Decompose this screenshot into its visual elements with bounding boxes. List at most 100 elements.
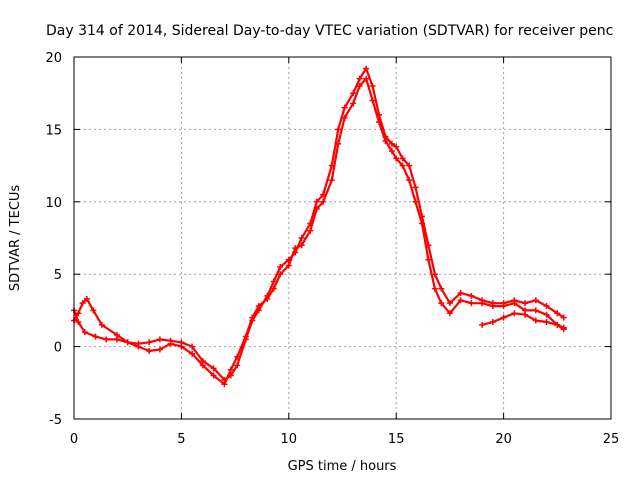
data-point bbox=[249, 314, 256, 321]
x-tick-label: 5 bbox=[177, 432, 185, 447]
data-point bbox=[532, 307, 539, 314]
data-point bbox=[75, 310, 82, 317]
y-tick-label: 10 bbox=[45, 196, 62, 211]
data-point bbox=[363, 65, 370, 72]
data-point bbox=[335, 126, 342, 133]
y-tick-label: 5 bbox=[54, 268, 62, 283]
data-point bbox=[446, 300, 453, 307]
data-point bbox=[90, 307, 97, 314]
data-point bbox=[511, 300, 518, 307]
data-point bbox=[412, 198, 419, 205]
x-tick-label: 0 bbox=[70, 432, 78, 447]
data-point bbox=[350, 90, 357, 97]
data-point bbox=[554, 310, 561, 317]
data-point bbox=[388, 140, 395, 147]
data-point bbox=[543, 303, 550, 310]
data-point bbox=[189, 343, 196, 350]
data-point bbox=[388, 148, 395, 155]
data-point bbox=[199, 362, 206, 369]
data-point bbox=[431, 285, 438, 292]
data-point bbox=[113, 332, 120, 339]
grid-lines bbox=[74, 57, 611, 419]
data-point bbox=[522, 311, 529, 318]
y-tick-label: 0 bbox=[54, 341, 62, 356]
tick-labels: 0 5 10 15 20 25 -5 0 5 10 15 20 bbox=[45, 51, 619, 447]
data-point bbox=[341, 114, 348, 121]
series-line-trace-a bbox=[72, 67, 565, 381]
data-point bbox=[210, 365, 217, 372]
data-point bbox=[363, 75, 370, 82]
data-point bbox=[341, 104, 348, 111]
data-point bbox=[98, 321, 105, 328]
data-point bbox=[156, 346, 163, 353]
data-point bbox=[356, 75, 363, 82]
data-point bbox=[500, 303, 507, 310]
data-point bbox=[489, 303, 496, 310]
data-point bbox=[135, 343, 142, 350]
data-point bbox=[457, 297, 464, 304]
data-point bbox=[167, 340, 174, 347]
data-point bbox=[457, 290, 464, 297]
data-point bbox=[382, 137, 389, 144]
data-point bbox=[425, 256, 432, 263]
data-point bbox=[242, 333, 249, 340]
data-point bbox=[277, 263, 284, 270]
data-point bbox=[79, 300, 86, 307]
data-point bbox=[406, 162, 413, 169]
data-point bbox=[234, 353, 241, 360]
data-point bbox=[313, 206, 320, 213]
data-point bbox=[532, 297, 539, 304]
data-point bbox=[438, 300, 445, 307]
data-point bbox=[543, 318, 550, 325]
data-point bbox=[210, 372, 217, 379]
data-point bbox=[81, 329, 88, 336]
data-point bbox=[399, 162, 406, 169]
data-point bbox=[270, 285, 277, 292]
data-point bbox=[227, 366, 234, 373]
x-tick-label: 20 bbox=[495, 432, 512, 447]
data-point bbox=[292, 245, 299, 252]
x-axis-label: GPS time / hours bbox=[288, 459, 397, 474]
data-point bbox=[255, 303, 262, 310]
data-point bbox=[189, 350, 196, 357]
data-point bbox=[221, 381, 228, 388]
data-point bbox=[234, 362, 241, 369]
x-tick-label: 10 bbox=[281, 432, 298, 447]
y-tick-label: 15 bbox=[45, 123, 62, 138]
data-point bbox=[92, 333, 99, 340]
data-point bbox=[320, 198, 327, 205]
data-point bbox=[350, 100, 357, 107]
data-point bbox=[124, 339, 131, 346]
y-tick-label: -5 bbox=[49, 413, 62, 428]
data-point bbox=[264, 295, 271, 302]
data-point bbox=[313, 198, 320, 205]
data-point bbox=[543, 311, 550, 318]
data-point bbox=[418, 220, 425, 227]
data-point bbox=[560, 324, 567, 331]
data-point bbox=[146, 347, 153, 354]
data-point bbox=[399, 155, 406, 162]
data-point bbox=[156, 336, 163, 343]
data-point bbox=[75, 318, 82, 325]
data-point bbox=[178, 343, 185, 350]
x-tick-label: 25 bbox=[603, 432, 620, 447]
data-point bbox=[285, 262, 292, 269]
series-line-trace-b bbox=[72, 77, 565, 386]
data-point bbox=[328, 177, 335, 184]
data-point bbox=[489, 318, 496, 325]
data-point bbox=[356, 82, 363, 89]
data-point bbox=[83, 295, 90, 302]
series-group bbox=[71, 65, 567, 388]
plot-frame bbox=[73, 56, 612, 420]
data-point bbox=[500, 314, 507, 321]
data-point bbox=[438, 285, 445, 292]
data-point bbox=[522, 300, 529, 307]
data-point bbox=[412, 184, 419, 191]
y-tick-label: 20 bbox=[45, 51, 62, 66]
data-point bbox=[406, 177, 413, 184]
data-point bbox=[146, 339, 153, 346]
x-tick-label: 15 bbox=[388, 432, 405, 447]
y-axis-label: SDTVAR / TECUs bbox=[8, 185, 23, 292]
data-point bbox=[446, 310, 453, 317]
